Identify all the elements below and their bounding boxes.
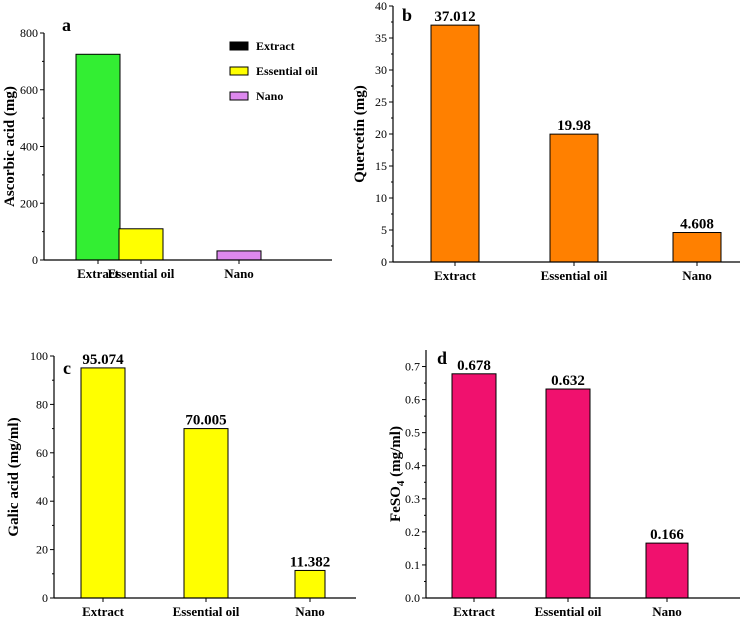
y-tick-label: 0.0 (405, 591, 420, 605)
y-tick-label: 5 (381, 223, 387, 237)
bar-nano (216, 250, 262, 261)
y-tick-label: 20 (375, 127, 387, 141)
y-tick-label: 600 (20, 83, 38, 97)
data-label: 4.608 (680, 217, 714, 233)
y-tick-label: 200 (20, 196, 38, 210)
y-tick-label: 60 (36, 446, 48, 460)
bar-essential-oil (118, 228, 164, 261)
bar-essential-oil (549, 133, 599, 263)
y-tick-label: 0.5 (405, 426, 420, 440)
bar-nano (645, 542, 689, 599)
y-axis-title: Ascorbic acid (mg) (2, 86, 18, 207)
y-tick-label: 0.2 (405, 525, 420, 539)
y-tick-label: 0 (32, 253, 38, 267)
x-tick-label: Extract (453, 604, 496, 618)
x-tick-label: Essential oil (535, 604, 602, 618)
y-tick-label: 40 (36, 494, 48, 508)
bar-essential-oil (183, 428, 229, 599)
legend-swatch (229, 91, 249, 101)
x-tick-label: Essential oil (541, 268, 608, 283)
y-tick-label: 10 (375, 191, 387, 205)
legend-label: Essential oil (256, 64, 318, 78)
y-tick-label: 100 (30, 349, 48, 363)
y-tick-label: 20 (36, 543, 48, 557)
y-tick-label: 0 (42, 591, 48, 605)
y-tick-label: 400 (20, 140, 38, 154)
data-label: 37.012 (434, 9, 475, 25)
bar-extract (75, 53, 121, 261)
legend-label: Extract (256, 39, 295, 53)
bar-essential-oil (545, 388, 591, 599)
data-label: 70.005 (185, 413, 226, 429)
bar-extract (430, 24, 480, 263)
y-tick-label: 0.4 (405, 459, 420, 473)
bar-nano (294, 569, 326, 599)
bar-nano (672, 232, 722, 263)
panel-c-chart: 0 20 40 60 80 100 Extract Essential oil Nano 95.0… (6, 349, 356, 618)
x-tick-label: Extract (82, 604, 125, 618)
panel-letter: b (402, 5, 412, 25)
data-label: 0.678 (457, 358, 491, 374)
panel-letter: d (437, 348, 447, 368)
bar-extract (80, 367, 126, 599)
y-tick-label: 0.1 (405, 558, 420, 572)
y-axis-title: Quercetin (mg) (352, 85, 368, 183)
y-tick-label: 800 (20, 26, 38, 40)
x-tick-label: Extract (77, 266, 120, 281)
x-tick-label: Extract (434, 268, 477, 283)
y-axis-title: FeSO4 (mg/ml) (388, 426, 407, 522)
bar-extract (451, 373, 497, 599)
panel-letter: a (62, 15, 71, 35)
legend-label: Nano (256, 89, 283, 103)
x-tick-label: Nano (295, 604, 325, 618)
y-tick-label: 0.3 (405, 492, 420, 506)
y-tick-label: 0 (381, 255, 387, 269)
y-tick-label: 35 (375, 31, 387, 45)
y-tick-label: 0.7 (405, 360, 420, 374)
y-tick-label: 0.6 (405, 393, 420, 407)
y-tick-label: 80 (36, 397, 48, 411)
y-tick-label: 30 (375, 63, 387, 77)
data-label: 0.166 (650, 527, 684, 543)
legend-swatch (229, 41, 249, 51)
panel-letter: c (63, 358, 71, 378)
x-tick-label: Nano (652, 604, 682, 618)
legend-swatch (229, 66, 249, 76)
panel-d-chart: 0.0 0.1 0.2 0.3 0.4 0.5 0.6 0.7 Extract Essential… (388, 348, 740, 618)
y-tick-label: 40 (375, 0, 387, 13)
x-tick-label: Essential oil (173, 604, 240, 618)
legend: Extract Essential oil Nano (229, 39, 318, 103)
y-axis-title: Galic acid (mg/ml) (6, 417, 22, 536)
x-tick-label: Essential oil (108, 266, 175, 281)
x-tick-label: Nano (224, 266, 254, 281)
data-label: 95.074 (82, 352, 124, 368)
y-tick-label: 25 (375, 95, 387, 109)
data-label: 0.632 (551, 373, 585, 389)
panel-b-chart: 0 5 10 15 20 25 30 35 40 Extract Essential oil Nano… (352, 0, 740, 283)
data-label: 19.98 (557, 118, 591, 134)
x-tick-label: Nano (682, 268, 712, 283)
data-label: 11.382 (290, 554, 330, 570)
y-tick-label: 15 (375, 159, 387, 173)
